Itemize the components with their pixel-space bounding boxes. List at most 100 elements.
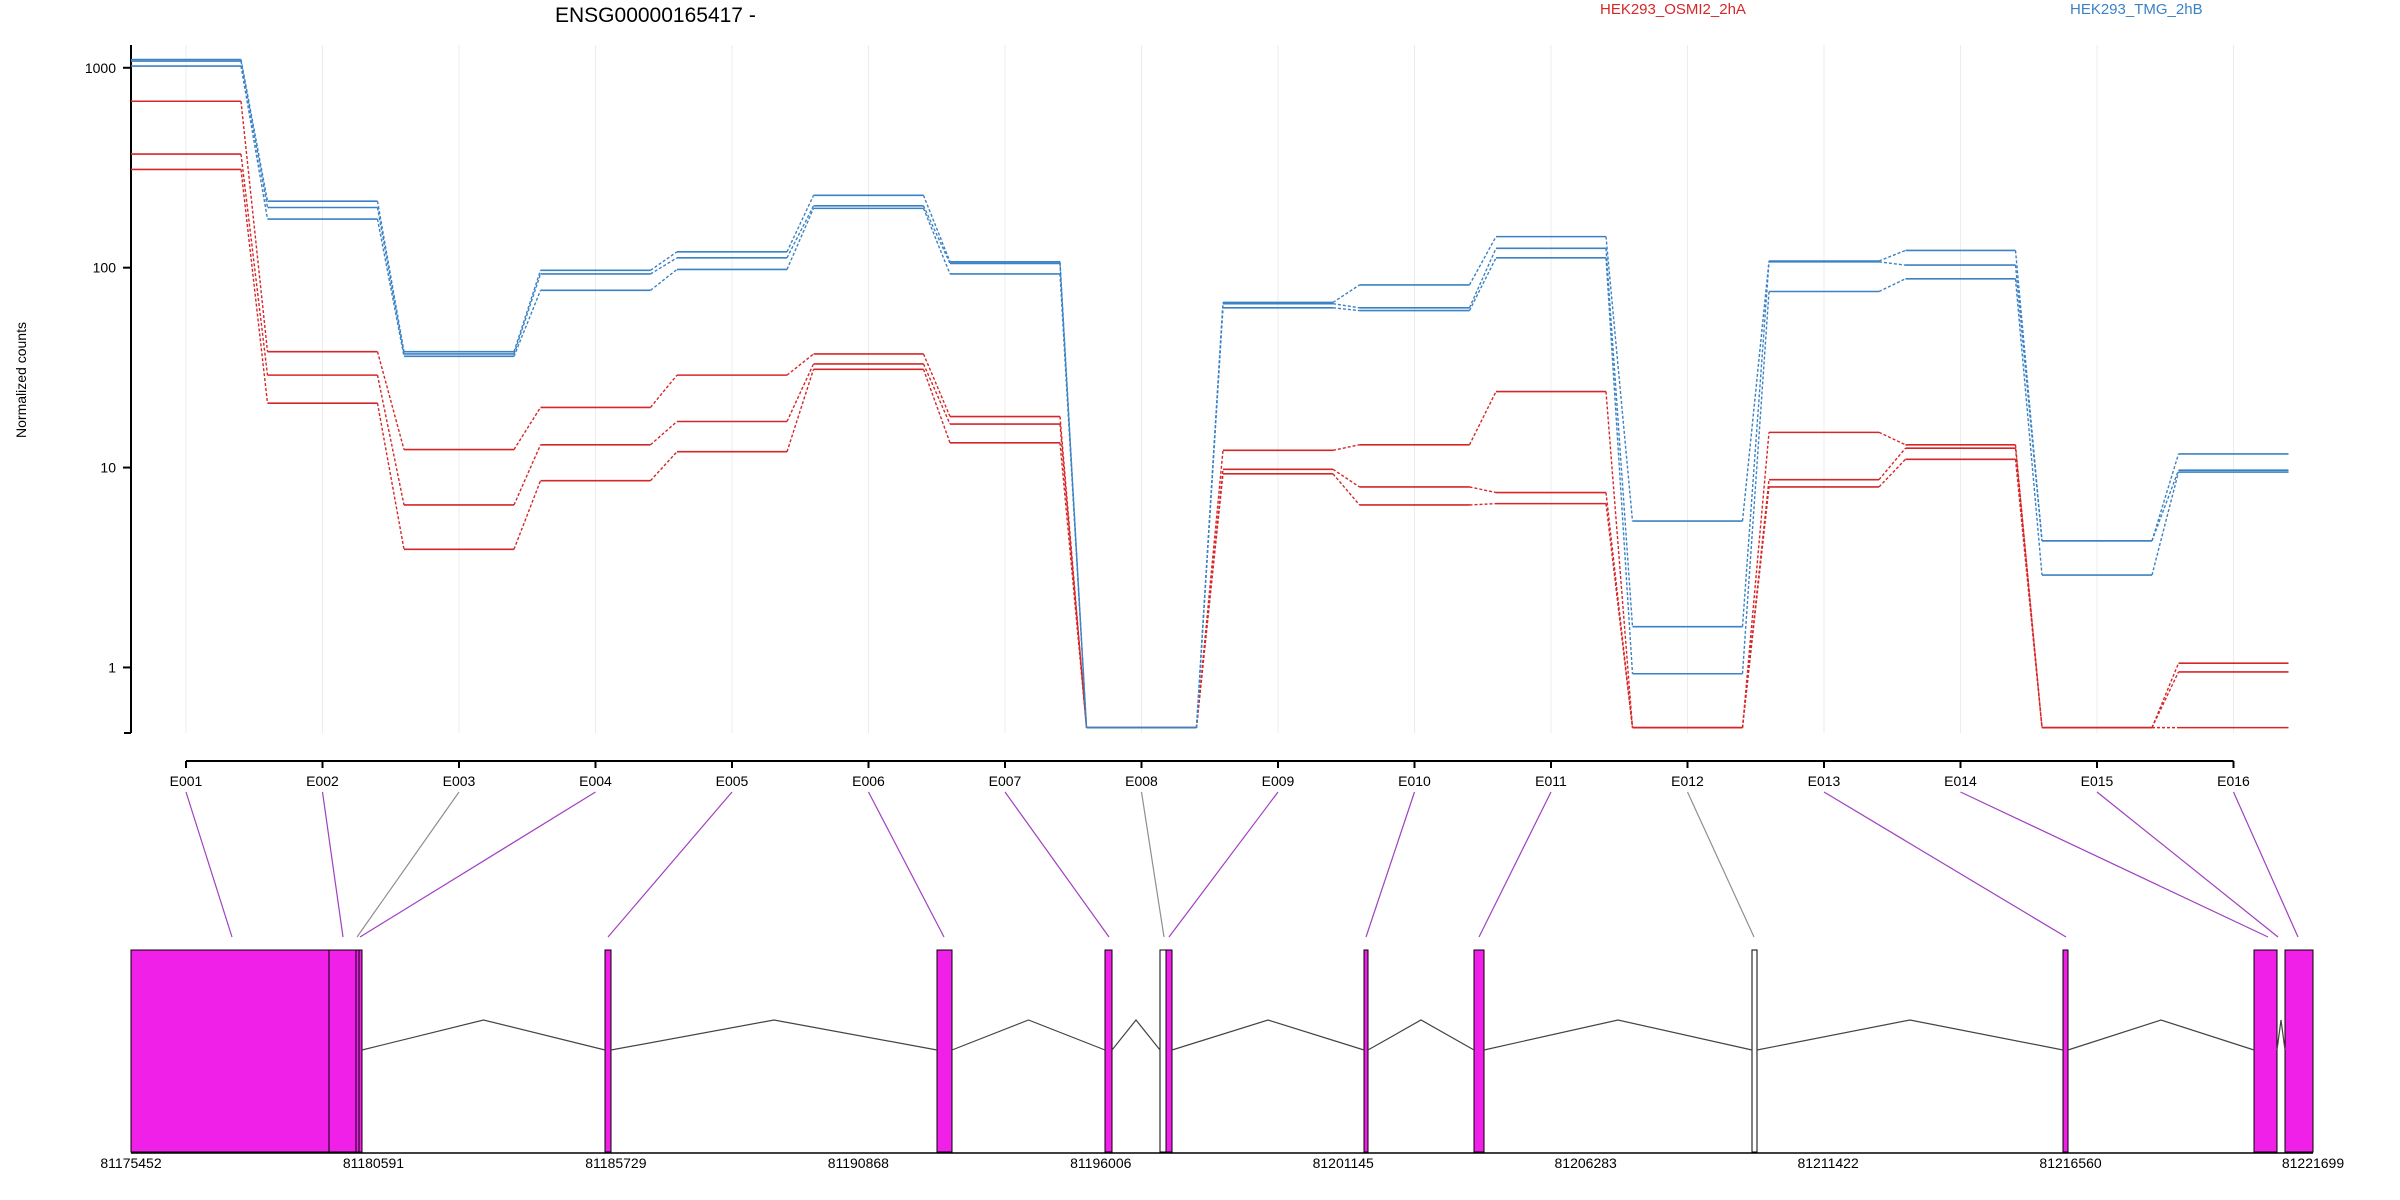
intron-line-11	[1483, 1019, 1753, 1051]
series-2-link-E013	[1878, 458, 1907, 488]
series-2-link-E010	[1469, 502, 1497, 506]
connector-E011	[1478, 791, 1552, 938]
x-tick-label-E001: E001	[170, 773, 203, 789]
genomic-coordinate-81175452: 81175452	[100, 1155, 161, 1171]
connector-E008	[1140, 791, 1165, 938]
x-tick-label-E010: E010	[1398, 773, 1431, 789]
series-5-link-E008	[1195, 307, 1224, 728]
legend-entry-tmg: HEK293_TMG_2hB	[2070, 1, 2203, 18]
series-3-link-E005	[786, 195, 815, 253]
series-2-link-E009	[1332, 473, 1361, 506]
intron-line-4	[361, 1019, 606, 1051]
series-2-link-E001	[240, 169, 269, 404]
series-1-link-E007	[1059, 424, 1088, 728]
series-5-link-E005	[786, 208, 815, 270]
connector-E006	[867, 791, 945, 938]
connector-E007	[1004, 791, 1110, 938]
genomic-coordinate-81216560: 81216560	[2039, 1155, 2102, 1171]
series-1-link-E005	[786, 363, 815, 422]
x-axis: E001 E002 E003 E004 E005 E006 E007 E008 E009 E010…	[170, 760, 2250, 789]
intron-line-6	[951, 1019, 1106, 1051]
series-0-link-E012	[1741, 432, 1770, 728]
exon-block-9	[1165, 949, 1173, 1153]
series-2-link-E012	[1741, 486, 1770, 728]
x-tick-label-E004: E004	[579, 773, 612, 789]
series-3-link-E001	[240, 59, 269, 202]
exon-block-14	[2253, 949, 2278, 1153]
y-axis-label: Normalized counts	[13, 322, 29, 438]
exon-block-2	[328, 949, 357, 1153]
connector-E010	[1365, 791, 1416, 938]
genomic-coordinate-81196006: 81196006	[1070, 1155, 1131, 1171]
series-0-link-E002	[376, 351, 405, 450]
y-tick-label-1: 1	[108, 659, 116, 675]
y-tick-label-1000: 1000	[85, 60, 116, 76]
series-2-link-E003	[513, 480, 542, 550]
series-5-link-E010	[1468, 257, 1497, 311]
genomic-coordinate-81211422: 81211422	[1797, 1155, 1858, 1171]
series-3-link-E003	[513, 270, 542, 352]
x-tick-label-E003: E003	[443, 773, 476, 789]
series-5-link-E004	[650, 268, 678, 291]
x-tick-label-E013: E013	[1808, 773, 1841, 789]
genomic-coordinate-81206283: 81206283	[1555, 1155, 1618, 1171]
series-4-link-E013	[1878, 261, 1906, 266]
series-3-link-E015	[2151, 453, 2180, 542]
series-5-link-E011	[1605, 257, 1634, 674]
genomic-coordinate-81185729: 81185729	[585, 1155, 646, 1171]
exon-connectors	[185, 791, 2299, 938]
exon-block-10	[1363, 949, 1369, 1153]
series-lines	[131, 58, 2289, 729]
y-axis: 1 10 100 1000	[85, 45, 132, 734]
series-2-link-E004	[649, 451, 678, 482]
series-1-link-E014	[2014, 448, 2043, 728]
x-tick-label-E007: E007	[989, 773, 1022, 789]
series-0-link-E006	[922, 353, 951, 417]
series-0-link-E001	[240, 101, 269, 352]
series-1-link-E003	[513, 444, 542, 506]
connector-E005	[607, 791, 733, 938]
series-4-link-E003	[513, 273, 542, 355]
series-5-link-E002	[376, 218, 405, 357]
series-3-link-E006	[922, 195, 951, 263]
series-2-link-E002	[376, 403, 405, 550]
x-tick-label-E016: E016	[2217, 773, 2250, 789]
x-tick-label-E009: E009	[1262, 773, 1295, 789]
series-0-link-E013	[1878, 431, 1906, 446]
connector-E012	[1686, 791, 1755, 938]
series-0-link-E011	[1605, 391, 1634, 728]
legend-entry-osmi2: HEK293_OSMI2_2hA	[1600, 1, 1746, 18]
exon-block-13	[2062, 949, 2069, 1153]
gene-model: 81175452 81180591 81185729 81190868 81196006…	[100, 949, 2345, 1171]
series-0-link-E003	[513, 407, 542, 450]
series-2-link-E005	[786, 369, 815, 452]
genomic-coordinate-81180591: 81180591	[343, 1155, 404, 1171]
series-5-link-E013	[1878, 278, 1906, 293]
series-4-link-E009	[1332, 303, 1360, 309]
series-2-link-E006	[922, 369, 951, 444]
y-tick-label-10: 10	[100, 460, 116, 476]
intron-line-12	[1756, 1019, 2064, 1051]
series-5-link-E015	[2151, 471, 2180, 576]
y-tick-label-100: 100	[93, 260, 117, 276]
intron-line-13	[2067, 1019, 2255, 1051]
series-5-link-E014	[2014, 278, 2043, 576]
intron-line-9	[1171, 1019, 1365, 1051]
series-4-link-E010	[1468, 248, 1497, 309]
series-4-link-E005	[786, 205, 815, 259]
connector-E015	[2096, 791, 2279, 938]
series-0-link-E005	[786, 353, 814, 376]
series-0-link-E004	[649, 374, 678, 408]
x-tick-label-E012: E012	[1671, 773, 1704, 789]
intron-line-5	[610, 1019, 938, 1051]
series-3-link-E004	[650, 251, 678, 271]
series-1-link-E004	[650, 420, 678, 446]
genomic-coordinate-81221699: 81221699	[2282, 1155, 2345, 1171]
connector-E014	[1960, 791, 2269, 938]
intron-line-10	[1367, 1019, 1475, 1051]
intron-line-7	[1111, 1019, 1161, 1051]
exon-block-12	[1751, 949, 1758, 1153]
series-2-link-E008	[1195, 473, 1224, 728]
